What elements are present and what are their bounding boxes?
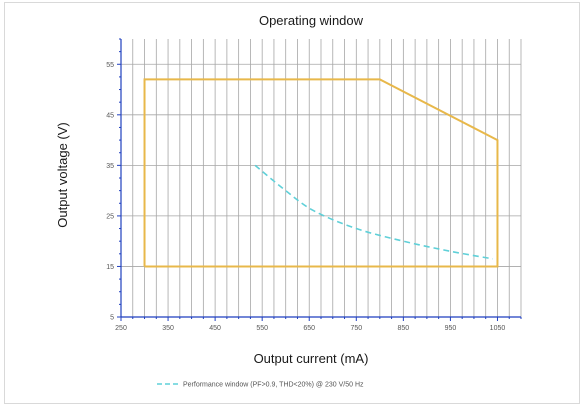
y-tick-label: 15 (106, 264, 114, 271)
series-layer (143, 78, 499, 268)
operating-window-line (143, 78, 499, 268)
x-tick-label: 550 (256, 325, 268, 332)
y-tick-label: 55 (106, 62, 114, 69)
chart-title: Operating window (259, 13, 364, 28)
x-tick-label: 450 (209, 325, 221, 332)
x-tick-label: 250 (115, 325, 127, 332)
x-tick-label: 750 (350, 325, 362, 332)
x-tick-label: 650 (303, 325, 315, 332)
y-tick-label: 25 (106, 213, 114, 220)
tick-labels: 250 350 450 550 650 750 850 950 1050 5 15 25 35 45 55 (106, 62, 505, 332)
y-axis-title: Output voltage (V) (55, 122, 70, 228)
axes (117, 38, 522, 321)
chart-frame: Operating window 250 350 450 550 650 750 850 95… (4, 2, 580, 404)
x-tick-label: 1050 (490, 325, 506, 332)
x-tick-label: 850 (398, 325, 410, 332)
legend-label: Performance window (PF>0.9, THD<20%) @ 2… (183, 382, 364, 389)
legend: Performance window (PF>0.9, THD<20%) @ 2… (157, 382, 364, 389)
y-tick-label: 45 (106, 112, 114, 119)
x-axis-title: Output current (mA) (254, 351, 369, 366)
x-tick-label: 950 (445, 325, 457, 332)
x-tick-label: 350 (162, 325, 174, 332)
y-tick-label: 35 (106, 163, 114, 170)
grid (121, 39, 522, 317)
chart: Operating window 250 350 450 550 650 750 850 95… (55, 13, 522, 389)
performance-window-line (254, 164, 493, 260)
y-tick-label: 5 (110, 315, 114, 322)
